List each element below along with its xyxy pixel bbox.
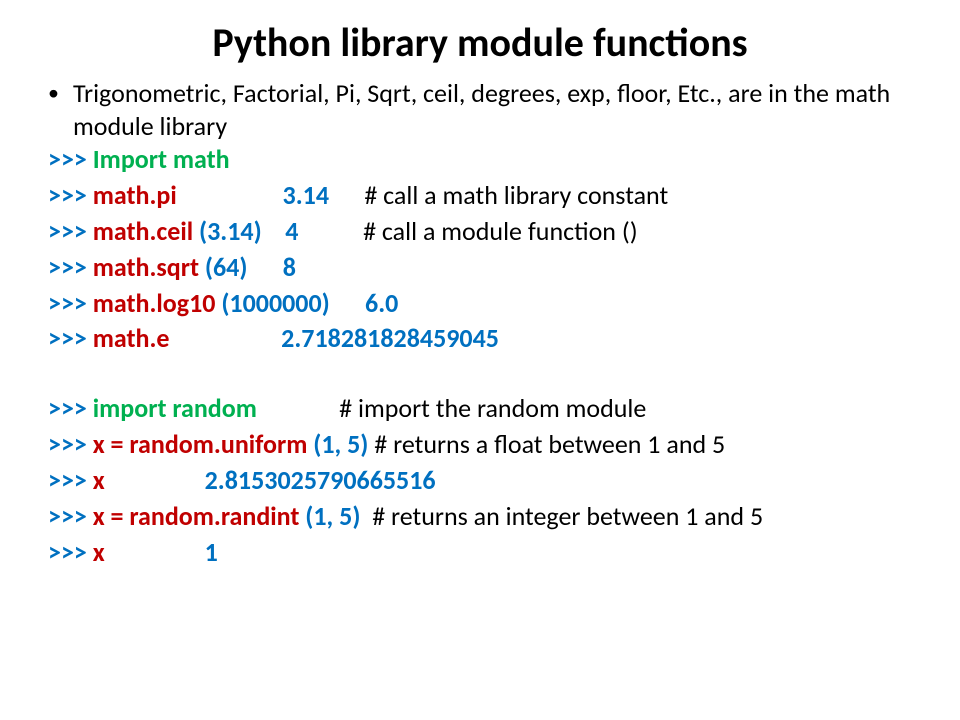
value: 3.14 xyxy=(283,179,329,211)
code-line-11: >>> x 1 xyxy=(48,535,920,571)
call: x = random.randint xyxy=(93,500,306,532)
comment: # import the random module xyxy=(339,392,646,424)
gap xyxy=(330,287,365,319)
prompt: >>> xyxy=(48,500,93,532)
bullet-item: • Trigonometric, Factorial, Pi, Sqrt, ce… xyxy=(48,77,920,142)
code-line-3: >>> math.ceil (3.14) 4 # call a module f… xyxy=(48,214,920,250)
value: 1 xyxy=(205,536,218,568)
code-line-1: >>> Import math xyxy=(48,142,920,178)
gap xyxy=(329,179,364,211)
value: 2.8153025790665516 xyxy=(205,464,436,496)
args: (1000000) xyxy=(221,287,329,319)
gap xyxy=(298,215,363,247)
prompt: >>> xyxy=(48,322,93,354)
code-line-7: >>> import random # import the random mo… xyxy=(48,391,920,427)
call: math.e xyxy=(93,322,170,354)
call: x xyxy=(93,464,105,496)
args: (1, 5) xyxy=(305,500,360,532)
comment: # call a module function () xyxy=(363,215,638,247)
code-line-10: >>> x = random.randint (1, 5) # returns … xyxy=(48,499,920,535)
code-line-4: >>> math.sqrt (64) 8 xyxy=(48,250,920,286)
comment: # returns an integer between 1 and 5 xyxy=(372,500,763,532)
value: 4 xyxy=(285,215,298,247)
call: x = random.uniform xyxy=(93,428,314,460)
args: (64) xyxy=(205,251,248,283)
call: math.log10 xyxy=(93,287,222,319)
bullet-text: Trigonometric, Factorial, Pi, Sqrt, ceil… xyxy=(73,77,920,142)
prompt: >>> xyxy=(48,179,93,211)
prompt: >>> xyxy=(48,287,93,319)
call: x xyxy=(93,536,105,568)
prompt: >>> xyxy=(48,143,93,175)
code-line-5: >>> math.log10 (1000000) 6.0 xyxy=(48,286,920,322)
gap xyxy=(105,536,205,568)
gap xyxy=(247,251,282,283)
code-line-8: >>> x = random.uniform (1, 5) # returns … xyxy=(48,427,920,463)
comment: # returns a float between 1 and 5 xyxy=(374,428,725,460)
gap xyxy=(169,322,281,354)
args: (1, 5) xyxy=(313,428,368,460)
blank-line xyxy=(40,357,920,391)
value: 2.718281828459045 xyxy=(281,322,499,354)
prompt: >>> xyxy=(48,464,93,496)
prompt: >>> xyxy=(48,251,93,283)
import-statement: Import math xyxy=(93,143,230,175)
gap xyxy=(262,215,286,247)
prompt: >>> xyxy=(48,536,93,568)
code-line-9: >>> x 2.8153025790665516 xyxy=(48,463,920,499)
bullet-dot-icon: • xyxy=(48,79,59,107)
args: (3.14) xyxy=(199,215,262,247)
prompt: >>> xyxy=(48,215,93,247)
gap xyxy=(257,392,339,424)
code-line-6: >>> math.e 2.718281828459045 xyxy=(48,321,920,357)
prompt: >>> xyxy=(48,428,93,460)
call: math.ceil xyxy=(93,215,199,247)
value: 8 xyxy=(283,251,296,283)
call: math.pi xyxy=(93,179,177,211)
gap xyxy=(177,179,283,211)
slide-title: Python library module functions xyxy=(40,18,920,67)
gap xyxy=(360,500,372,532)
value: 6.0 xyxy=(365,287,398,319)
comment: # call a math library constant xyxy=(364,179,668,211)
call: math.sqrt xyxy=(93,251,205,283)
prompt: >>> xyxy=(48,392,93,424)
import-statement: import random xyxy=(93,392,257,424)
gap xyxy=(105,464,205,496)
code-line-2: >>> math.pi 3.14 # call a math library c… xyxy=(48,178,920,214)
